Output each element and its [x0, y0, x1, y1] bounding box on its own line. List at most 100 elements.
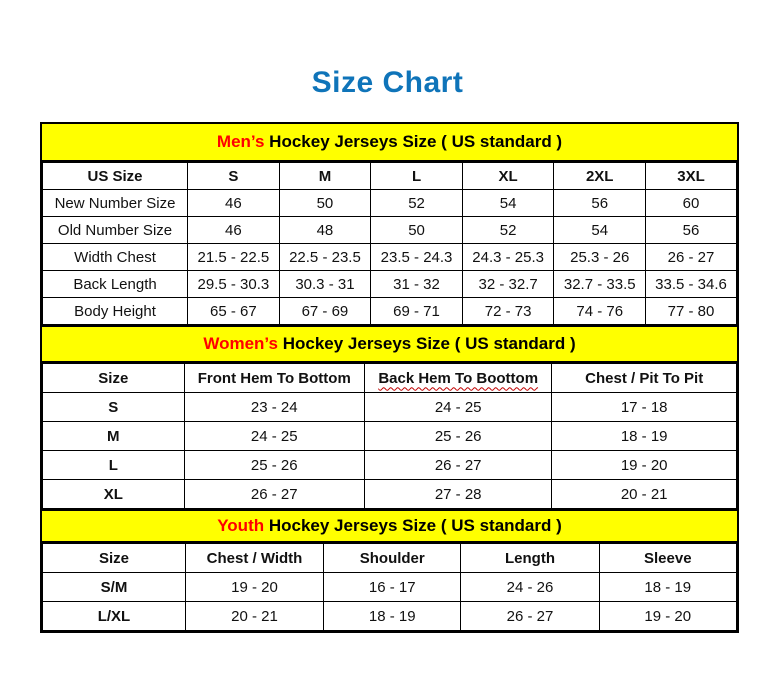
row-label: L/XL [42, 601, 186, 631]
column-header: 3XL [645, 162, 737, 190]
misspelled-word: Back Hem To Boottom [378, 369, 539, 387]
section-womens: Women’s Hockey Jerseys Size ( US standar… [42, 325, 737, 509]
column-header: Size [42, 543, 186, 573]
row-label: New Number Size [41, 189, 189, 217]
header-row: US Size S M L XL 2XL 3XL [41, 162, 737, 190]
table-cell: 32.7 - 33.5 [553, 270, 647, 298]
table-cell: 56 [553, 189, 647, 217]
table-cell: 19 - 20 [551, 450, 737, 480]
table-cell: 54 [461, 189, 555, 217]
section-youth: Youth Hockey Jerseys Size ( US standard … [42, 509, 738, 631]
row-label: Body Height [41, 297, 189, 325]
table-row: New Number Size 46 50 52 54 56 60 [41, 189, 737, 217]
womens-banner-text: Hockey Jerseys Size ( US standard ) [277, 334, 576, 353]
row-label: S [42, 392, 185, 422]
table-cell: 25 - 26 [363, 421, 553, 451]
table-cell: 30.3 - 31 [278, 270, 372, 298]
table-cell: 23 - 24 [183, 392, 366, 422]
table-cell: 19 - 20 [184, 572, 325, 602]
table-cell: 20 - 21 [551, 479, 737, 509]
table-cell: 24 - 25 [363, 392, 553, 422]
youth-size-table: Size Chest / Width Shoulder Length Sleeve S/M… [42, 543, 738, 631]
header-row: Size Chest / Width Shoulder Length Sleeve [42, 543, 738, 573]
column-header: Back Hem To Boottom [363, 363, 553, 393]
table-cell: 54 [553, 216, 647, 244]
table-row: Width Chest 21.5 - 22.5 22.5 - 23.5 23.5 - … [41, 243, 737, 271]
table-cell: 33.5 - 34.6 [645, 270, 737, 298]
table-cell: 50 [370, 216, 463, 244]
column-header: XL [461, 162, 555, 190]
column-header: Size [42, 363, 185, 393]
row-label: M [42, 421, 185, 451]
table-cell: 65 - 67 [187, 297, 280, 325]
column-header: Front Hem To Bottom [183, 363, 366, 393]
table-row: L/XL 20 - 21 18 - 19 26 - 27 19 - 20 [42, 601, 738, 631]
table-cell: 18 - 19 [551, 421, 737, 451]
mens-size-table: US Size S M L XL 2XL 3XL New Number Size 46 50 52 5… [41, 162, 737, 325]
table-cell: 23.5 - 24.3 [370, 243, 463, 271]
youth-banner-highlight: Youth [217, 516, 265, 535]
table-row: Back Length 29.5 - 30.3 30.3 - 31 31 - 32 32… [41, 270, 737, 298]
table-cell: 27 - 28 [363, 479, 553, 509]
header-row: Size Front Hem To Bottom Back Hem To Boott… [42, 363, 737, 393]
table-row: M 24 - 25 25 - 26 18 - 19 [42, 421, 737, 451]
table-cell: 46 [187, 189, 280, 217]
row-label: S/M [42, 572, 186, 602]
column-header: Chest / Width [184, 543, 325, 573]
table-row: L 25 - 26 26 - 27 19 - 20 [42, 450, 737, 480]
table-cell: 26 - 27 [460, 601, 600, 631]
column-header: US Size [41, 162, 189, 190]
table-cell: 17 - 18 [551, 392, 737, 422]
table-cell: 25 - 26 [183, 450, 366, 480]
mens-banner-highlight: Men’s [216, 132, 265, 151]
table-cell: 69 - 71 [370, 297, 463, 325]
table-cell: 24.3 - 25.3 [461, 243, 555, 271]
table-cell: 56 [645, 216, 737, 244]
table-cell: 26 - 27 [363, 450, 553, 480]
table-cell: 26 - 27 [183, 479, 366, 509]
column-header: Sleeve [598, 543, 738, 573]
table-cell: 26 - 27 [645, 243, 737, 271]
column-header: S [187, 162, 280, 190]
table-cell: 18 - 19 [598, 572, 738, 602]
table-cell: 18 - 19 [323, 601, 462, 631]
table-cell: 31 - 32 [370, 270, 463, 298]
table-cell: 19 - 20 [598, 601, 738, 631]
table-cell: 24 - 26 [460, 572, 600, 602]
table-cell: 22.5 - 23.5 [278, 243, 372, 271]
table-row: Body Height 65 - 67 67 - 69 69 - 71 72 - 73 7… [41, 297, 737, 325]
table-cell: 50 [278, 189, 372, 217]
womens-size-table: Size Front Hem To Bottom Back Hem To Boott… [42, 363, 737, 509]
mens-banner-text: Hockey Jerseys Size ( US standard ) [264, 132, 563, 151]
section-mens: Men’s Hockey Jerseys Size ( US standard … [41, 124, 737, 325]
column-header: Shoulder [323, 543, 462, 573]
column-header: Length [460, 543, 600, 573]
table-cell: 24 - 25 [183, 421, 366, 451]
column-header: L [370, 162, 463, 190]
row-label: L [42, 450, 185, 480]
womens-banner-highlight: Women’s [203, 334, 278, 353]
table-cell: 29.5 - 30.3 [187, 270, 280, 298]
table-cell: 46 [187, 216, 280, 244]
table-cell: 67 - 69 [278, 297, 372, 325]
table-cell: 52 [370, 189, 463, 217]
page-title: Size Chart [311, 66, 464, 99]
table-cell: 48 [278, 216, 372, 244]
table-row: S/M 19 - 20 16 - 17 24 - 26 18 - 19 [42, 572, 738, 602]
womens-banner: Women’s Hockey Jerseys Size ( US standar… [42, 325, 737, 363]
column-header: M [278, 162, 372, 190]
table-cell: 32 - 32.7 [461, 270, 555, 298]
column-header: Chest / Pit To Pit [551, 363, 737, 393]
table-row: XL 26 - 27 27 - 28 20 - 21 [42, 479, 737, 509]
table-cell: 16 - 17 [323, 572, 462, 602]
table-row: S 23 - 24 24 - 25 17 - 18 [42, 392, 737, 422]
row-label: Old Number Size [41, 216, 189, 244]
table-cell: 77 - 80 [645, 297, 737, 325]
table-row: Old Number Size 46 48 50 52 54 56 [41, 216, 737, 244]
table-cell: 25.3 - 26 [553, 243, 647, 271]
row-label: XL [42, 479, 185, 509]
youth-banner: Youth Hockey Jerseys Size ( US standard … [42, 509, 737, 543]
table-cell: 52 [461, 216, 555, 244]
size-chart-table-group: Men’s Hockey Jerseys Size ( US standard … [40, 122, 739, 633]
